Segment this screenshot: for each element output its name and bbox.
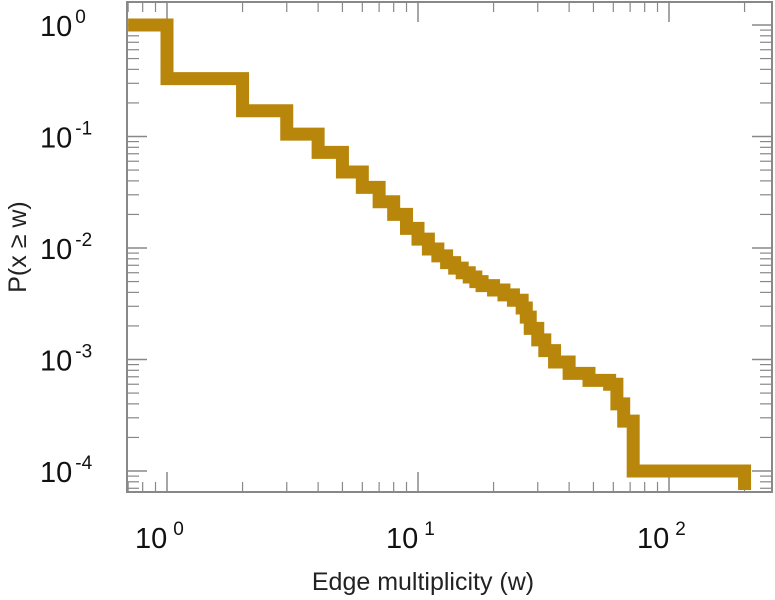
x-tick-label: 10 2 [637, 519, 686, 555]
y-tick-label: 10 -3 [40, 342, 92, 378]
y-tick-label: 10 0 [40, 7, 86, 43]
x-axis-label: Edge multiplicity (w) [312, 568, 534, 596]
x-tick-label: 10 1 [386, 519, 435, 555]
x-tick-label: 10 0 [135, 519, 184, 555]
y-axis-label: P(x ≥ w) [4, 201, 32, 293]
y-tick-label: 10 -4 [40, 453, 93, 489]
y-minor-ticks [127, 29, 772, 489]
plot-frame [126, 1, 773, 493]
ccdf-step-line [128, 18, 752, 490]
y-tick-label: 10 -1 [40, 119, 92, 155]
y-tick-label: 10 -2 [40, 230, 92, 266]
tick-labels: 10 0 10 -1 10 -2 10 -3 10 -4 10 0 10 1 10 2 [40, 7, 686, 555]
